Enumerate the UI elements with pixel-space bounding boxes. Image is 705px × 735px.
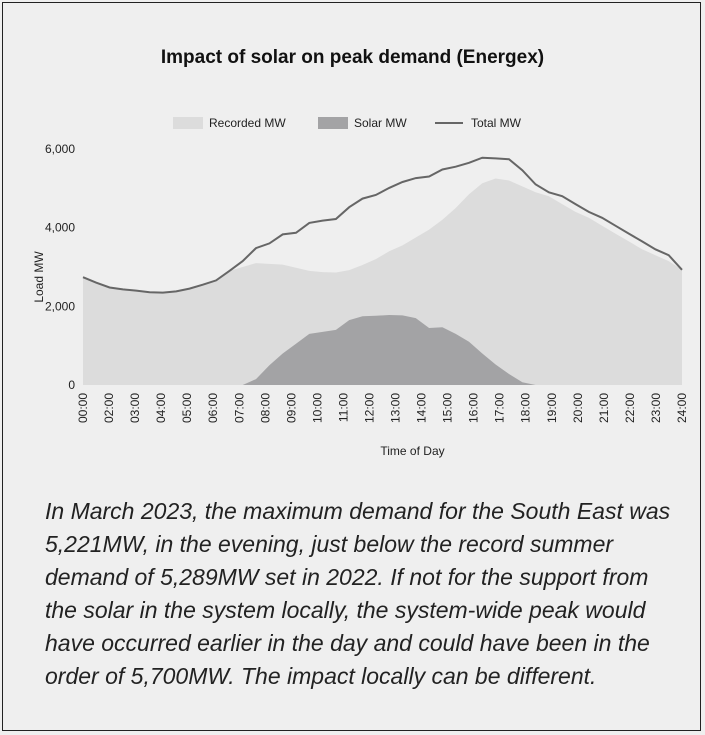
x-tick-label: 23:00 (649, 393, 663, 423)
chart-title: Impact of solar on peak demand (Energex) (160, 47, 545, 68)
y-tick-label: 6,000 (45, 142, 75, 156)
x-tick-label: 05:00 (180, 393, 194, 423)
x-tick-label: 24:00 (675, 393, 689, 423)
legend-label-total-mw: Total MW (471, 116, 522, 130)
x-tick-label: 22:00 (623, 393, 637, 423)
x-tick-label: 07:00 (232, 393, 246, 423)
legend-label-recorded-mw: Recorded MW (209, 116, 286, 130)
solar-mw-area (83, 315, 682, 385)
x-tick-label: 00:00 (76, 393, 90, 423)
plot-area (82, 156, 683, 385)
x-tick-label: 15:00 (441, 393, 455, 423)
y-axis-label: Load MW (32, 251, 46, 303)
x-tick-label: 19:00 (545, 393, 559, 423)
x-axis-label: Time of Day (380, 444, 444, 458)
x-tick-label: 18:00 (519, 393, 533, 423)
x-tick-label: 03:00 (128, 393, 142, 423)
total-mw-line (82, 156, 683, 294)
chart: Recorded MW Solar MW Total MW 0 2,000 4,000 6… (32, 116, 689, 458)
y-axis: 0 2,000 4,000 6,000 Load MW (32, 142, 75, 392)
legend: Recorded MW Solar MW Total MW (173, 116, 522, 130)
legend-label-solar-mw: Solar MW (354, 116, 407, 130)
x-tick-label: 17:00 (493, 393, 507, 423)
x-tick-label: 11:00 (336, 393, 350, 422)
y-tick-label: 4,000 (45, 221, 75, 235)
x-tick-label: 20:00 (571, 393, 585, 423)
x-tick-label: 13:00 (389, 393, 403, 423)
recorded-mw-area (83, 178, 682, 385)
x-tick-label: 21:00 (597, 393, 611, 423)
x-tick-label: 04:00 (154, 393, 168, 423)
legend-swatch-solar-mw (318, 117, 348, 129)
x-tick-label: 10:00 (310, 393, 324, 423)
x-tick-label: 09:00 (284, 393, 298, 423)
x-axis: 00:00 02:00 03:00 04:00 05:00 06:00 07:00 08:00… (76, 393, 689, 458)
x-tick-label: 12:00 (363, 393, 377, 423)
x-tick-label: 06:00 (206, 393, 220, 423)
caption-text: In March 2023, the maximum demand for th… (45, 498, 671, 689)
x-tick-label: 08:00 (258, 393, 272, 423)
x-tick-label: 16:00 (467, 393, 481, 423)
y-tick-label: 0 (68, 378, 75, 392)
x-tick-label: 14:00 (415, 393, 429, 423)
y-tick-label: 2,000 (45, 299, 75, 313)
legend-swatch-recorded-mw (173, 117, 203, 129)
x-tick-label: 02:00 (102, 393, 116, 423)
